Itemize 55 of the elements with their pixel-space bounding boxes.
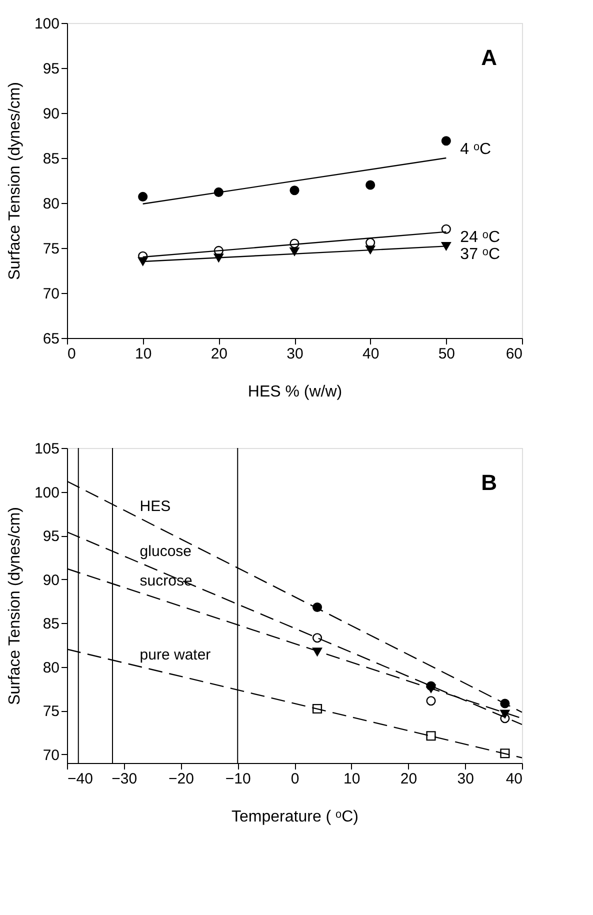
x-tick-label: 40 [506, 770, 522, 788]
series-label: 4 ᵒC [460, 140, 492, 158]
x-tick-label: −30 [112, 770, 138, 788]
series-label: sucrose [140, 572, 192, 590]
point [138, 257, 148, 266]
y-tick-label: 105 [34, 440, 60, 458]
x-tick-label: 40 [362, 346, 380, 362]
x-tick-label: 10 [344, 770, 360, 788]
y-tick-label: 95 [42, 60, 60, 78]
x-axis-title: HES % (w/w) [248, 384, 342, 400]
series-label: glucose [140, 542, 192, 560]
series-label: 24 ᵒC [460, 229, 500, 246]
y-tick-label: 90 [42, 106, 60, 122]
y-tick-label: 75 [42, 703, 60, 720]
x-tick-label: 50 [438, 346, 456, 362]
point [214, 254, 224, 262]
y-tick-label: 85 [42, 616, 60, 632]
x-axis-title: Temperature ( ᵒC) [232, 808, 358, 826]
point [366, 180, 376, 190]
y-tick-label: 80 [42, 659, 60, 676]
point [138, 192, 148, 202]
series-label: 37 ᵒC [460, 246, 500, 264]
x-tick-label: 30 [286, 346, 304, 362]
x-tick-label: 0 [290, 770, 300, 788]
series-label: pure water [140, 646, 211, 664]
y-tick-label: 100 [34, 16, 60, 32]
point [290, 247, 300, 256]
y-tick-label: 90 [42, 572, 60, 589]
point [441, 224, 451, 234]
x-tick-label: 20 [210, 346, 228, 362]
y-tick-label: 85 [42, 150, 60, 168]
x-tick-label: −10 [225, 770, 251, 788]
y-tick-label: 70 [42, 746, 60, 764]
y-tick-label: 80 [42, 196, 60, 212]
y-axis-title: Surface Tension (dynes/cm) [6, 82, 24, 280]
point [441, 136, 451, 146]
point [290, 186, 300, 196]
y-tick-label: 65 [42, 330, 60, 348]
x-tick-label: −20 [168, 770, 194, 788]
x-tick-label: 0 [68, 346, 76, 362]
x-tick-label: 60 [506, 346, 522, 362]
y-axis-title: Surface Tension (dynes/cm) [6, 506, 24, 706]
y-tick-label: 95 [42, 528, 60, 545]
x-tick-label: 10 [134, 346, 152, 362]
point [366, 246, 376, 254]
series-label: HES [140, 498, 171, 516]
x-tick-label: 20 [400, 770, 418, 788]
y-tick-label: 100 [34, 484, 60, 502]
y-tick-label: 75 [42, 240, 60, 258]
annotation: A [481, 45, 498, 70]
x-tick-label: 30 [457, 770, 474, 788]
y-tick-label: 70 [42, 286, 60, 302]
point [441, 242, 451, 250]
x-tick-label: −40 [68, 770, 93, 788]
annotation: B [481, 470, 497, 495]
